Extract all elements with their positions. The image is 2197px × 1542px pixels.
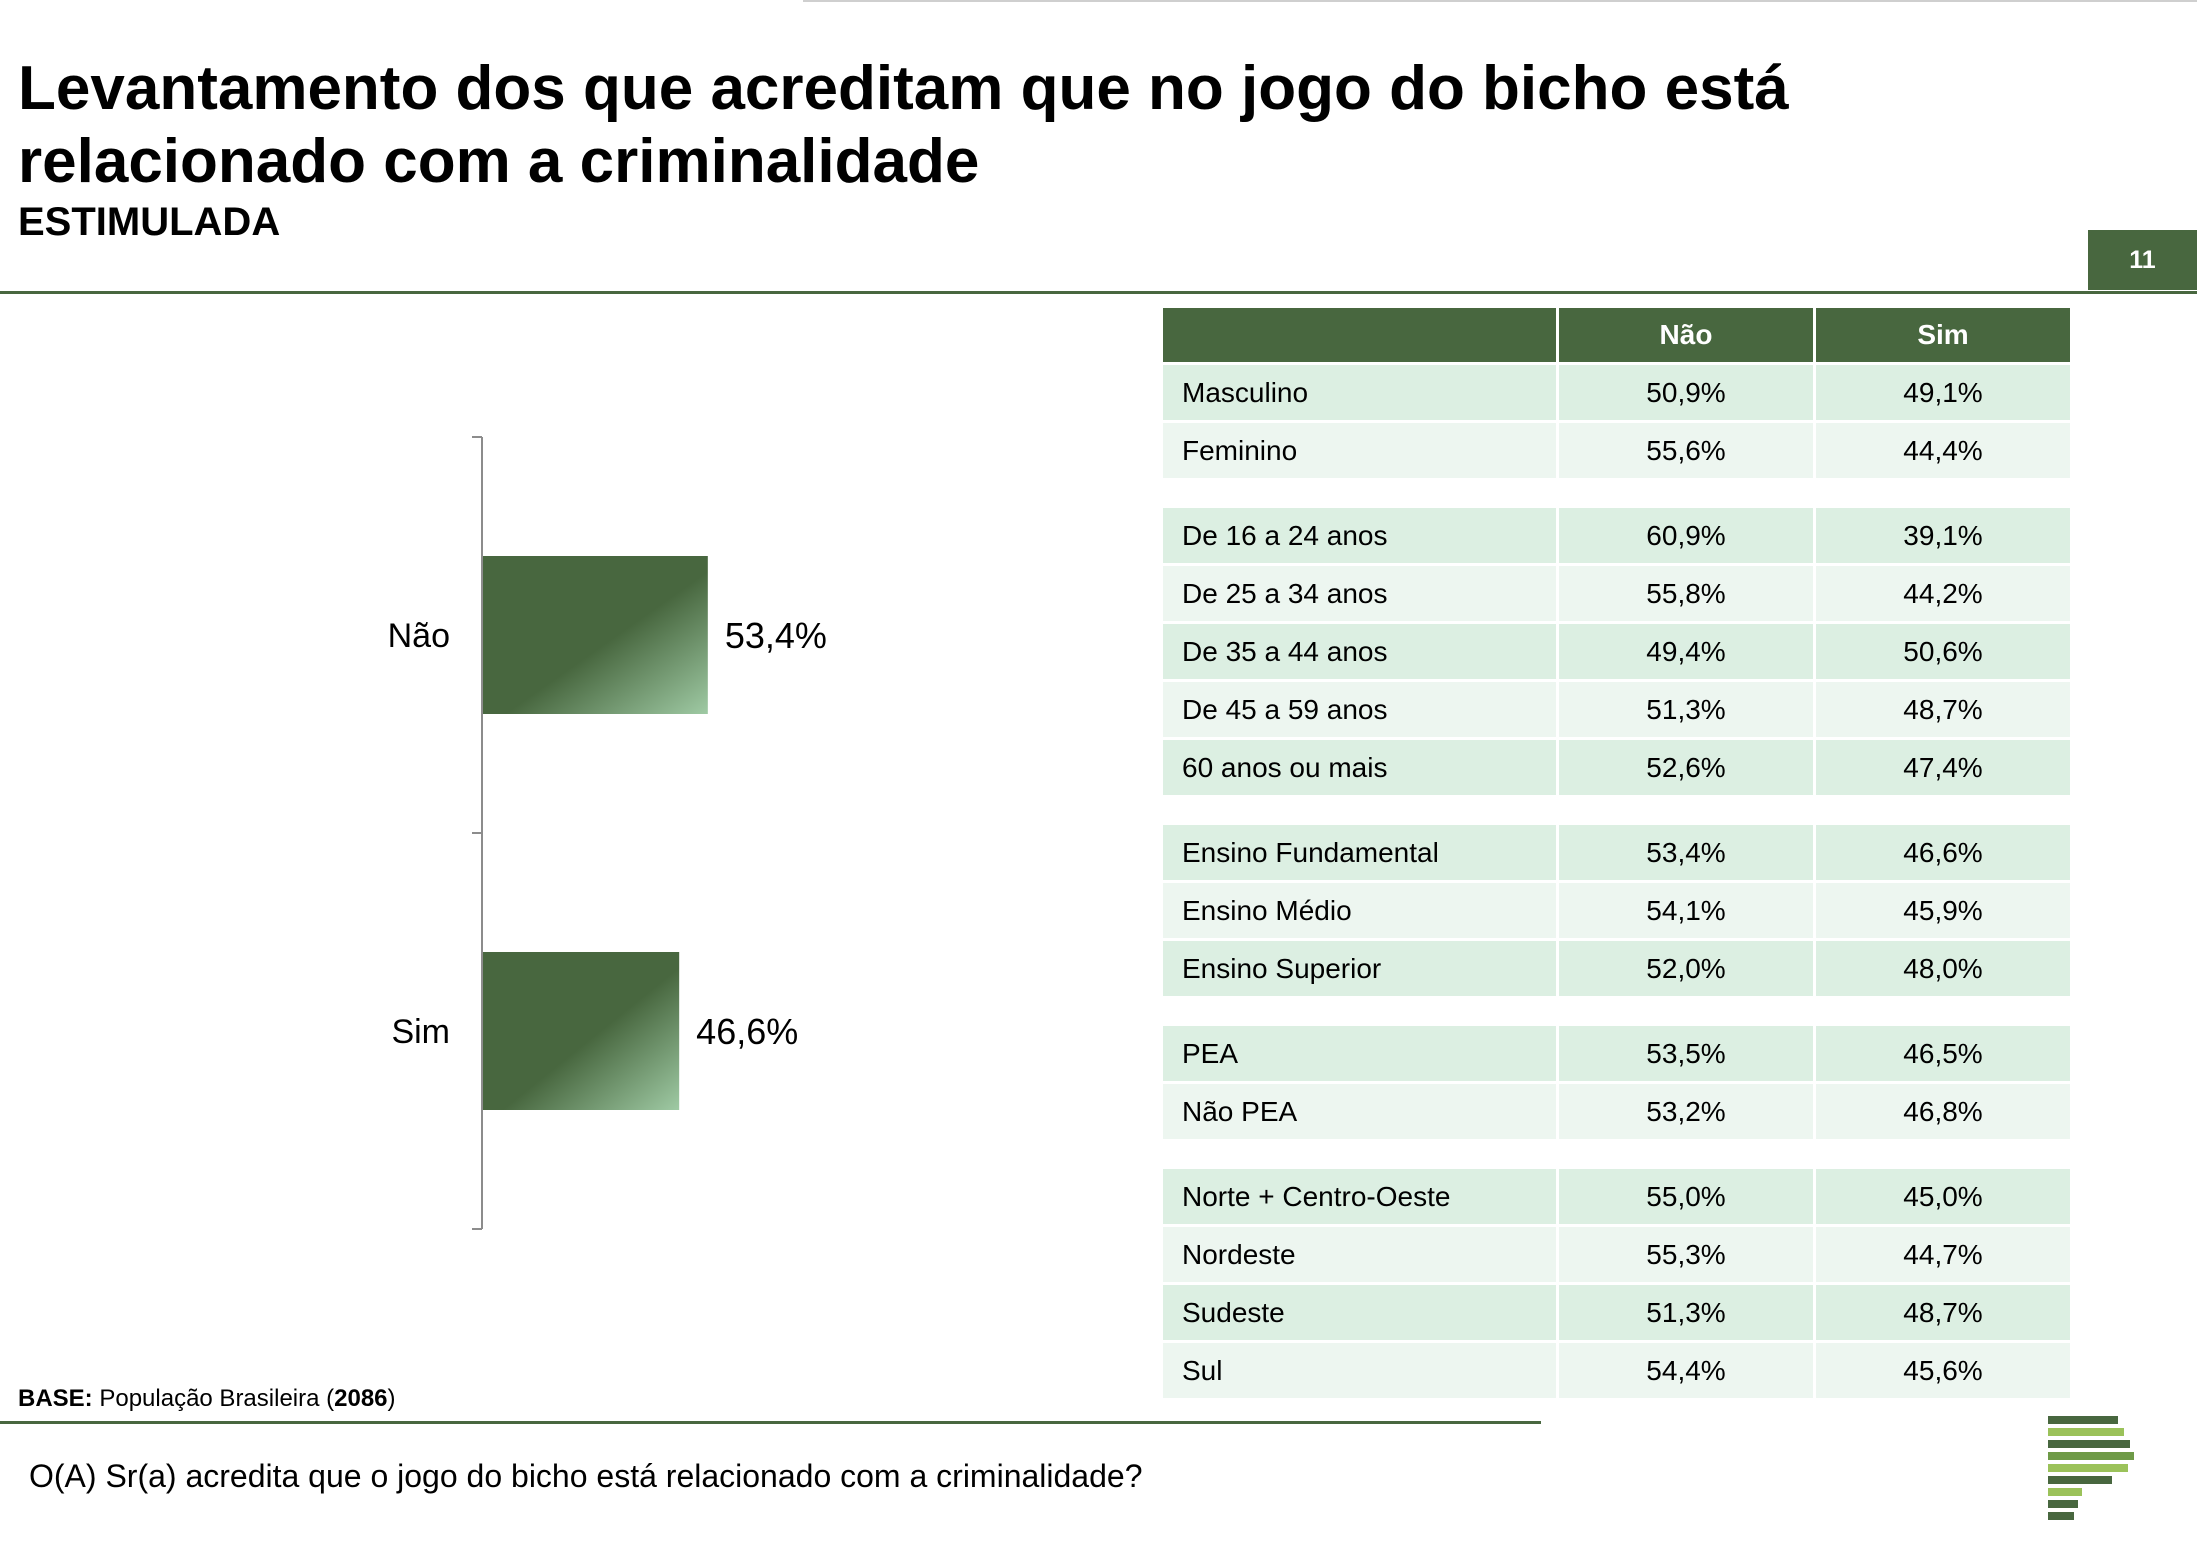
row-label: Sudeste <box>1163 1285 1556 1340</box>
table-spacer-cell <box>1163 1142 2070 1166</box>
brand-logo <box>2048 1416 2134 1520</box>
cell-nao: 50,9% <box>1559 365 1813 420</box>
base-close: ) <box>387 1385 396 1412</box>
table-row: Sudeste 51,3% 48,7% <box>1163 1285 2070 1340</box>
table-group-spacer <box>1163 1142 2070 1166</box>
table-spacer-cell <box>1163 999 2070 1023</box>
cell-nao: 51,3% <box>1559 682 1813 737</box>
cell-sim: 50,6% <box>1816 624 2070 679</box>
table-spacer-cell <box>1163 481 2070 505</box>
cell-sim: 45,0% <box>1816 1169 2070 1224</box>
table-header-nao: Não <box>1559 308 1813 362</box>
base-label: BASE: <box>18 1385 93 1412</box>
cell-nao: 54,1% <box>1559 883 1813 938</box>
bar-0 <box>483 556 708 714</box>
row-label: Ensino Médio <box>1163 883 1556 938</box>
cell-sim: 44,2% <box>1816 566 2070 621</box>
table-row: Feminino 55,6% 44,4% <box>1163 423 2070 478</box>
cell-sim: 46,6% <box>1816 825 2070 880</box>
table-group-spacer <box>1163 999 2070 1023</box>
row-label: Não PEA <box>1163 1084 1556 1139</box>
table-spacer-cell <box>1163 798 2070 822</box>
cell-sim: 44,4% <box>1816 423 2070 478</box>
cell-sim: 48,0% <box>1816 941 2070 996</box>
value-label: 46,6% <box>696 1011 798 1052</box>
value-label: 53,4% <box>725 615 827 656</box>
table-header-row: Não Sim <box>1163 308 2070 362</box>
cell-nao: 54,4% <box>1559 1343 1813 1398</box>
base-count: 2086 <box>334 1385 388 1412</box>
cell-nao: 53,5% <box>1559 1026 1813 1081</box>
cell-nao: 60,9% <box>1559 508 1813 563</box>
table-row: Masculino 50,9% 49,1% <box>1163 365 2070 420</box>
cell-sim: 48,7% <box>1816 682 2070 737</box>
cell-sim: 45,9% <box>1816 883 2070 938</box>
table-group-spacer <box>1163 481 2070 505</box>
cell-sim: 46,5% <box>1816 1026 2070 1081</box>
row-label: Sul <box>1163 1343 1556 1398</box>
table-header-sim: Sim <box>1816 308 2070 362</box>
cell-nao: 55,3% <box>1559 1227 1813 1282</box>
cell-sim: 45,6% <box>1816 1343 2070 1398</box>
top-divider <box>803 0 2197 2</box>
row-label: De 25 a 34 anos <box>1163 566 1556 621</box>
table-group-spacer <box>1163 798 2070 822</box>
page-title: Levantamento dos que acreditam que no jo… <box>18 54 1789 196</box>
row-label: Nordeste <box>1163 1227 1556 1282</box>
bar-1 <box>483 952 680 1110</box>
table-row: De 16 a 24 anos 60,9% 39,1% <box>1163 508 2070 563</box>
row-label: Ensino Fundamental <box>1163 825 1556 880</box>
cell-sim: 49,1% <box>1816 365 2070 420</box>
cell-nao: 52,0% <box>1559 941 1813 996</box>
cell-nao: 55,6% <box>1559 423 1813 478</box>
row-label: De 16 a 24 anos <box>1163 508 1556 563</box>
category-label: Não <box>388 617 450 655</box>
cell-sim: 46,8% <box>1816 1084 2070 1139</box>
cell-sim: 47,4% <box>1816 740 2070 795</box>
category-label: Sim <box>391 1013 450 1051</box>
table-header-blank <box>1163 308 1556 362</box>
cell-nao: 53,4% <box>1559 825 1813 880</box>
cell-nao: 55,8% <box>1559 566 1813 621</box>
bar-chart: Não 53,4% Sim 46,6% <box>388 436 827 1230</box>
survey-question: O(A) Sr(a) acredita que o jogo do bicho … <box>29 1458 1143 1494</box>
table-row: Ensino Fundamental 53,4% 46,6% <box>1163 825 2070 880</box>
page-number-badge: 11 <box>2088 230 2197 290</box>
table-row: 60 anos ou mais 52,6% 47,4% <box>1163 740 2070 795</box>
row-label: De 45 a 59 anos <box>1163 682 1556 737</box>
table-row: Ensino Superior 52,0% 48,0% <box>1163 941 2070 996</box>
base-note: BASE: População Brasileira (2086) <box>18 1385 396 1413</box>
table-row: De 25 a 34 anos 55,8% 44,2% <box>1163 566 2070 621</box>
table-row: De 45 a 59 anos 51,3% 48,7% <box>1163 682 2070 737</box>
table-row: Não PEA 53,2% 46,8% <box>1163 1084 2070 1139</box>
cell-nao: 53,2% <box>1559 1084 1813 1139</box>
table-row: PEA 53,5% 46,5% <box>1163 1026 2070 1081</box>
cell-nao: 55,0% <box>1559 1169 1813 1224</box>
row-label: Masculino <box>1163 365 1556 420</box>
row-label: Norte + Centro-Oeste <box>1163 1169 1556 1224</box>
table-row: Ensino Médio 54,1% 45,9% <box>1163 883 2070 938</box>
row-label: PEA <box>1163 1026 1556 1081</box>
cell-sim: 44,7% <box>1816 1227 2070 1282</box>
header-rule <box>0 291 2197 294</box>
row-label: 60 anos ou mais <box>1163 740 1556 795</box>
cell-sim: 39,1% <box>1816 508 2070 563</box>
table-row: Sul 54,4% 45,6% <box>1163 1343 2070 1398</box>
table-row: Nordeste 55,3% 44,7% <box>1163 1227 2070 1282</box>
cell-nao: 52,6% <box>1559 740 1813 795</box>
cell-nao: 49,4% <box>1559 624 1813 679</box>
row-label: Feminino <box>1163 423 1556 478</box>
row-label: De 35 a 44 anos <box>1163 624 1556 679</box>
crosstab-table: Não Sim Masculino 50,9% 49,1% Feminino 55,6%… <box>1160 305 2073 1401</box>
cell-nao: 51,3% <box>1559 1285 1813 1340</box>
page-subtitle: ESTIMULADA <box>18 200 281 244</box>
row-label: Ensino Superior <box>1163 941 1556 996</box>
cell-sim: 48,7% <box>1816 1285 2070 1340</box>
table-row: De 35 a 44 anos 49,4% 50,6% <box>1163 624 2070 679</box>
footer-rule <box>0 1421 1541 1424</box>
table-row: Norte + Centro-Oeste 55,0% 45,0% <box>1163 1169 2070 1224</box>
base-text: População Brasileira ( <box>92 1385 335 1412</box>
